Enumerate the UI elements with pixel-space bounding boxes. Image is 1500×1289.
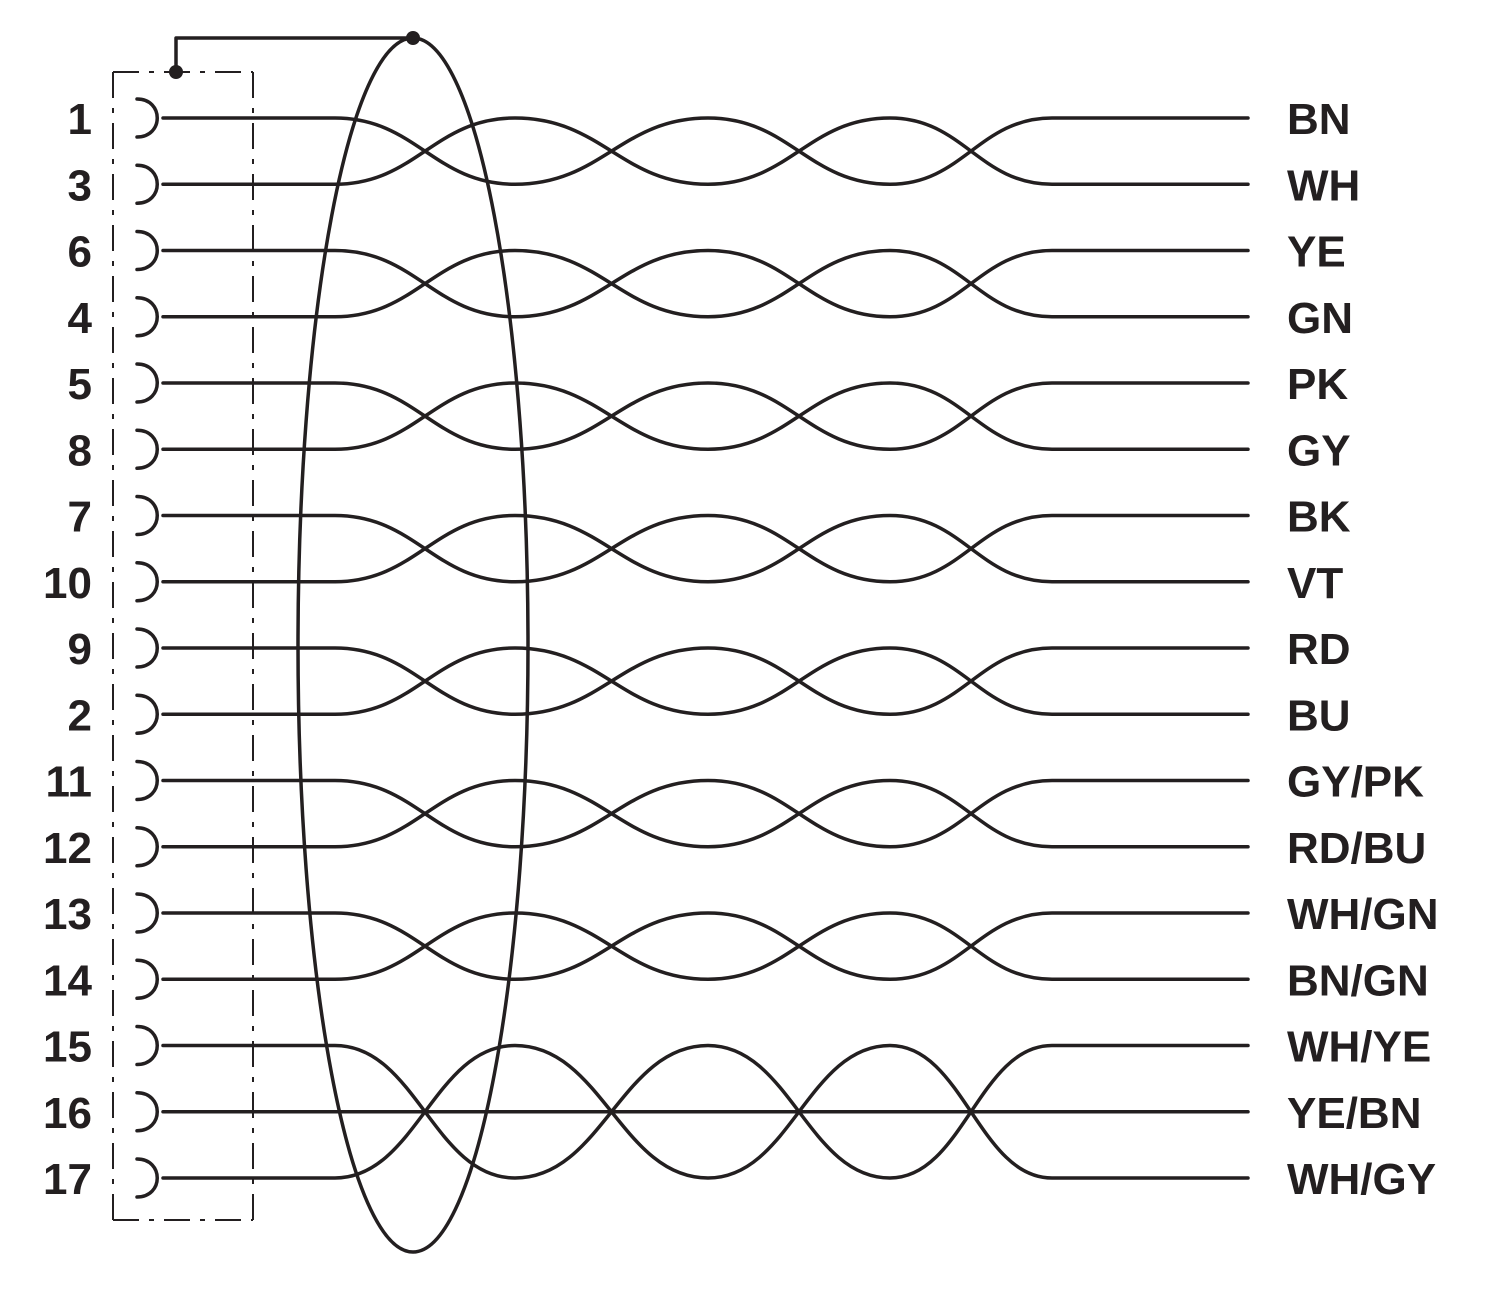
wire-color-label: PK	[1287, 360, 1348, 409]
pin-socket	[135, 892, 159, 934]
twisted-wire	[161, 513, 1250, 584]
wire-color-label: GY/PK	[1287, 758, 1424, 807]
pin-socket	[135, 97, 159, 139]
pin-socket	[135, 958, 159, 1000]
twisted-wire	[161, 513, 1250, 584]
wire-color-label: VT	[1287, 559, 1343, 608]
twisted-wire	[161, 381, 1250, 451]
pin-socket	[135, 627, 159, 669]
pin-number-label: 2	[68, 691, 92, 740]
twisted-wire	[161, 911, 1250, 981]
wire-color-label: BN/GN	[1287, 956, 1429, 1005]
pin-number-label: 5	[68, 360, 92, 409]
pin-socket	[135, 229, 159, 272]
wire-color-label: BU	[1287, 691, 1351, 740]
pin-socket	[135, 693, 159, 735]
pin-socket	[135, 759, 159, 802]
pin-socket	[135, 826, 159, 868]
twisted-wire	[161, 778, 1250, 849]
pin-number-label: 3	[68, 161, 92, 210]
pin-number-label: 7	[68, 493, 92, 542]
wire-color-label: BK	[1287, 493, 1351, 542]
pin-socket	[135, 1091, 159, 1133]
wire-color-label: RD/BU	[1287, 824, 1426, 873]
twisted-wire	[161, 646, 1250, 716]
pin-number-label: 15	[43, 1023, 92, 1072]
cable-shield-ellipse	[296, 36, 530, 1254]
twisted-wire	[161, 1043, 1250, 1180]
wire-color-label: GN	[1287, 294, 1353, 343]
wire-color-label: WH/YE	[1287, 1023, 1431, 1072]
wire-color-label: WH	[1287, 161, 1360, 210]
pin-socket	[135, 494, 159, 537]
wire-color-label: RD	[1287, 625, 1351, 674]
pin-number-label: 4	[68, 294, 93, 343]
wire-color-label: YE/BN	[1287, 1089, 1421, 1138]
pin-number-label: 13	[43, 890, 92, 939]
wire-color-label: WH/GY	[1287, 1155, 1436, 1204]
wires	[161, 116, 1250, 1180]
pin-number-label: 8	[68, 426, 92, 475]
pin-socket	[135, 296, 159, 338]
pin-socket	[135, 561, 159, 603]
wire-color-label: BN	[1287, 95, 1351, 144]
twisted-wire	[161, 911, 1250, 981]
pin-sockets	[135, 97, 159, 1199]
housing-ground-dot	[169, 65, 183, 79]
twisted-wire	[161, 116, 1250, 186]
twisted-wire	[161, 778, 1250, 849]
pin-number-label: 11	[45, 758, 92, 807]
pin-number-label: 16	[43, 1089, 92, 1138]
pin-socket	[135, 163, 159, 205]
pin-number-label: 6	[68, 228, 92, 277]
pin-number-label: 10	[43, 559, 92, 608]
shield-drain-connection	[169, 31, 420, 79]
pin-number-label: 9	[68, 625, 92, 674]
pin-number-label: 17	[43, 1155, 92, 1204]
twisted-wire	[161, 646, 1250, 716]
twisted-wire	[161, 248, 1250, 319]
connector-housing	[112, 71, 254, 1221]
wire-color-label: GY	[1287, 426, 1351, 475]
pin-number-label: 14	[43, 956, 92, 1005]
wire-color-label: WH/GN	[1287, 890, 1439, 939]
twisted-wire	[161, 116, 1250, 186]
pin-number-label: 1	[68, 95, 92, 144]
wire-color-codes: BN WH YE GN PK GY BK VT RD BU GY/PK RD/BU WH/GN BN/GN…	[1287, 95, 1439, 1204]
wire-color-label: YE	[1287, 228, 1346, 277]
pin-number-label: 12	[43, 824, 92, 873]
twisted-wire	[161, 1043, 1250, 1180]
pin-socket	[135, 362, 159, 404]
twisted-wire	[161, 381, 1250, 451]
pin-socket	[135, 428, 159, 470]
pin-socket	[135, 1157, 159, 1199]
pin-socket	[135, 1024, 159, 1067]
twisted-wire	[161, 248, 1250, 319]
